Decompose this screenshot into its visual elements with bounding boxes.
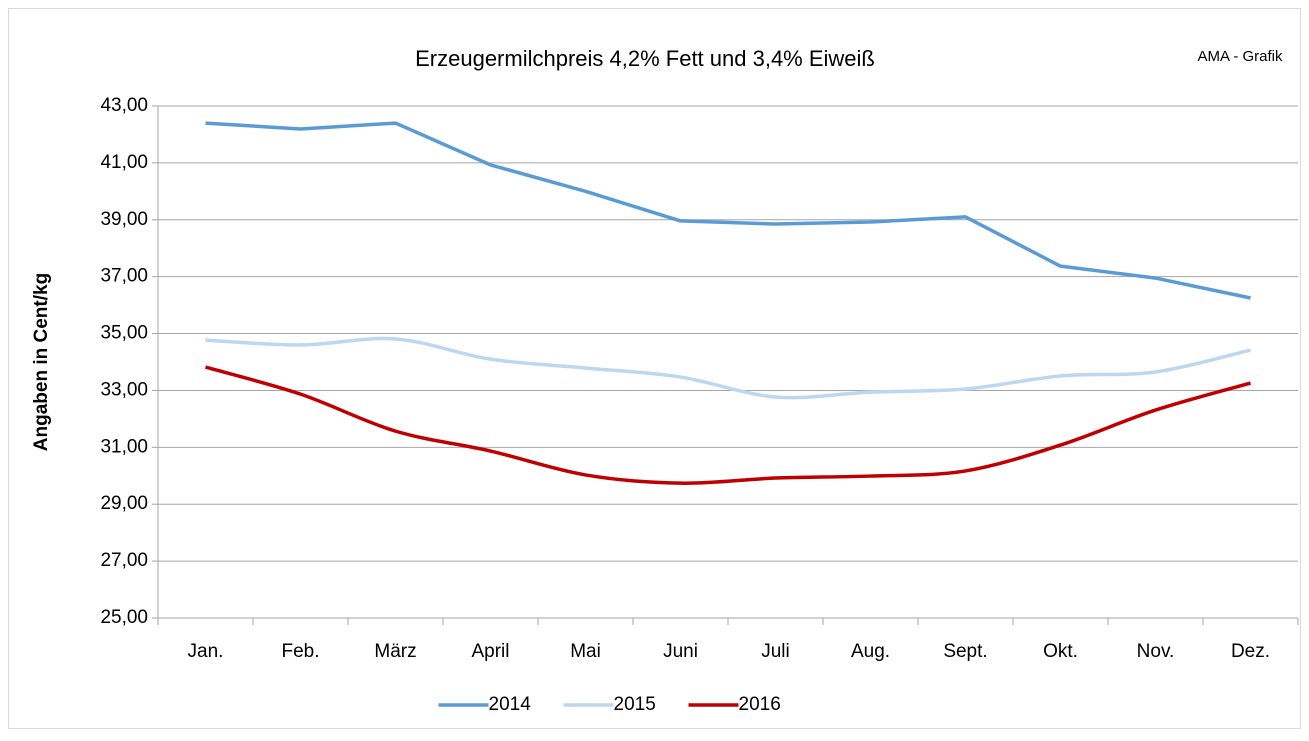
x-tick-label: Feb. [281, 641, 319, 662]
legend-label: 2016 [739, 694, 781, 715]
x-tick-label: Dez. [1231, 641, 1270, 662]
y-tick-label: 25,00 [100, 607, 148, 628]
line-series [205, 336, 1251, 400]
y-tick-label: 37,00 [100, 266, 148, 287]
x-tick-label: Jan. [188, 641, 224, 662]
y-tick-label: 41,00 [100, 152, 148, 173]
chart-frame [8, 8, 1301, 729]
y-tick-label: 27,00 [100, 550, 148, 571]
y-tick-label: 43,00 [100, 95, 148, 116]
y-tick-label: 35,00 [100, 323, 148, 344]
x-tick-label: Sept. [943, 641, 987, 662]
x-tick-label: Mai [570, 641, 601, 662]
x-tick-label: Juni [663, 641, 698, 662]
legend-label: 2014 [489, 694, 532, 715]
x-tick-label: Nov. [1137, 641, 1175, 662]
x-tick-label: März [374, 641, 416, 662]
x-tick-label: Okt. [1043, 641, 1078, 662]
chart-title: Erzeugermilchpreis 4,2% Fett und 3,4% Ei… [415, 46, 875, 71]
x-tick-label: Aug. [851, 641, 890, 662]
x-tick-label: Juli [761, 641, 790, 662]
line-series [205, 365, 1251, 485]
legend-label: 2015 [614, 694, 656, 715]
y-tick-label: 33,00 [100, 379, 148, 400]
y-axis-title: Angaben in Cent/kg [31, 273, 52, 451]
line-series [205, 121, 1251, 300]
y-tick-label: 29,00 [100, 493, 148, 514]
y-tick-label: 39,00 [100, 209, 148, 230]
annotation: AMA - Grafik [1197, 48, 1283, 65]
x-tick-label: April [471, 641, 509, 662]
y-tick-label: 31,00 [100, 436, 148, 457]
